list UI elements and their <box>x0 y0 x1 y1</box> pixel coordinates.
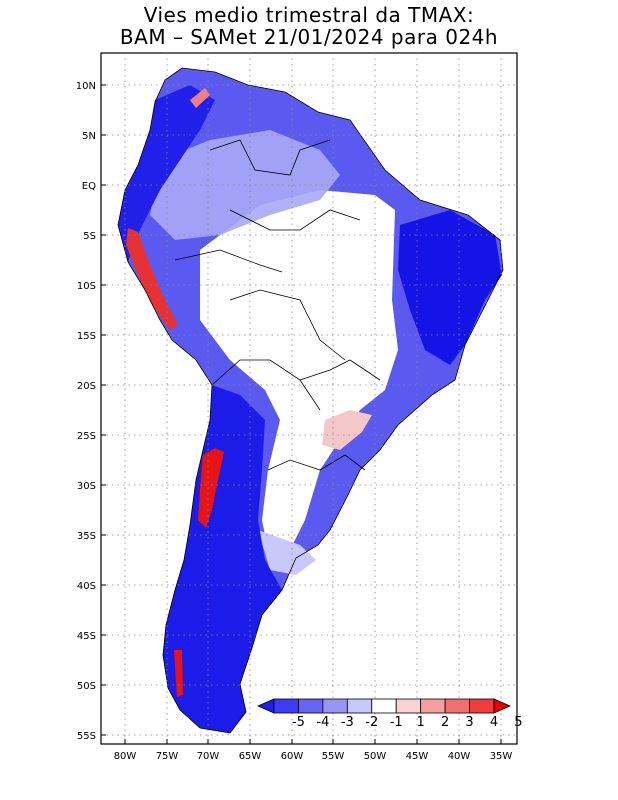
colorbar-label: 3 <box>465 715 473 730</box>
lat-label: 10N <box>76 81 96 92</box>
colorbar-label: -5 <box>292 715 305 730</box>
longitude-labels: 80W 75W 70W 65W 60W 55W 50W 45W 40W 35W <box>114 739 513 762</box>
colorbar-swatch <box>395 698 422 714</box>
lat-label: 10S <box>77 281 96 292</box>
lat-label: 45S <box>77 631 96 642</box>
lon-label: 50W <box>364 751 387 762</box>
warm-patch-andes-chile <box>198 448 224 528</box>
map-frame <box>100 52 518 745</box>
lat-label: 15S <box>77 331 96 342</box>
lon-label: 75W <box>156 751 179 762</box>
neutral-region <box>200 190 398 560</box>
graticule <box>101 53 517 744</box>
colorbar-swatch <box>469 698 495 714</box>
colorbar-label: -2 <box>365 715 378 730</box>
colorbar-label: 1 <box>417 715 425 730</box>
warm-patch-patagonia <box>174 650 183 697</box>
colorbar: -5 -4 -3 -2 -1 1 2 3 4 5 <box>257 698 523 730</box>
bias-field <box>117 67 504 734</box>
colorbar-label: 5 <box>514 715 522 730</box>
light-blue-region-south <box>258 530 316 575</box>
lon-label: 80W <box>114 751 137 762</box>
lat-label: EQ <box>82 181 96 192</box>
lon-label: 60W <box>281 751 304 762</box>
lat-label: 30S <box>77 481 96 492</box>
colorbar-label: -3 <box>341 715 354 730</box>
colorbar-label: 2 <box>441 715 449 730</box>
lat-label: 5S <box>83 231 96 242</box>
colorbar-label: -4 <box>316 715 329 730</box>
latitude-labels: 10N 5N EQ 5S 10S 15S 20S 25S 30S 35S 40S 45S 50S 55S <box>76 81 106 742</box>
lat-label: 25S <box>77 431 96 442</box>
lat-label: 35S <box>77 531 96 542</box>
colorbar-max-arrow <box>493 698 511 714</box>
strong-cold-ne-brazil <box>398 210 502 365</box>
map-title-line2: BAM – SAMet 21/01/2024 para 024h <box>119 25 499 49</box>
colorbar-swatch <box>322 698 348 714</box>
map-title-line1: Vies medio trimestral da TMAX: <box>143 3 475 27</box>
lon-label: 65W <box>239 751 262 762</box>
lon-label: 35W <box>490 751 513 762</box>
colorbar-swatch <box>371 698 397 714</box>
lat-label: 5N <box>82 131 96 142</box>
colorbar-swatch <box>420 698 446 714</box>
warm-patch-paraguay <box>322 410 372 450</box>
colorbar-label: 4 <box>490 715 498 730</box>
colorbar-label: -1 <box>390 715 403 730</box>
country-borders <box>117 67 504 734</box>
lon-label: 45W <box>406 751 429 762</box>
strong-cold-andes-north <box>118 85 215 262</box>
lat-label: 40S <box>77 581 96 592</box>
colorbar-swatch <box>444 698 470 714</box>
lon-label: 40W <box>448 751 471 762</box>
colorbar-swatch <box>298 698 324 714</box>
lat-label: 55S <box>77 731 96 742</box>
warm-patch-peru <box>126 228 178 330</box>
lat-label: 50S <box>77 681 96 692</box>
colorbar-swatch <box>273 698 299 714</box>
lon-label: 70W <box>197 751 220 762</box>
colorbar-swatch <box>346 698 373 714</box>
colorbar-min-arrow <box>257 698 275 714</box>
lat-label: 20S <box>77 381 96 392</box>
lon-label: 55W <box>322 751 345 762</box>
warm-patch-caribbean <box>190 88 210 108</box>
